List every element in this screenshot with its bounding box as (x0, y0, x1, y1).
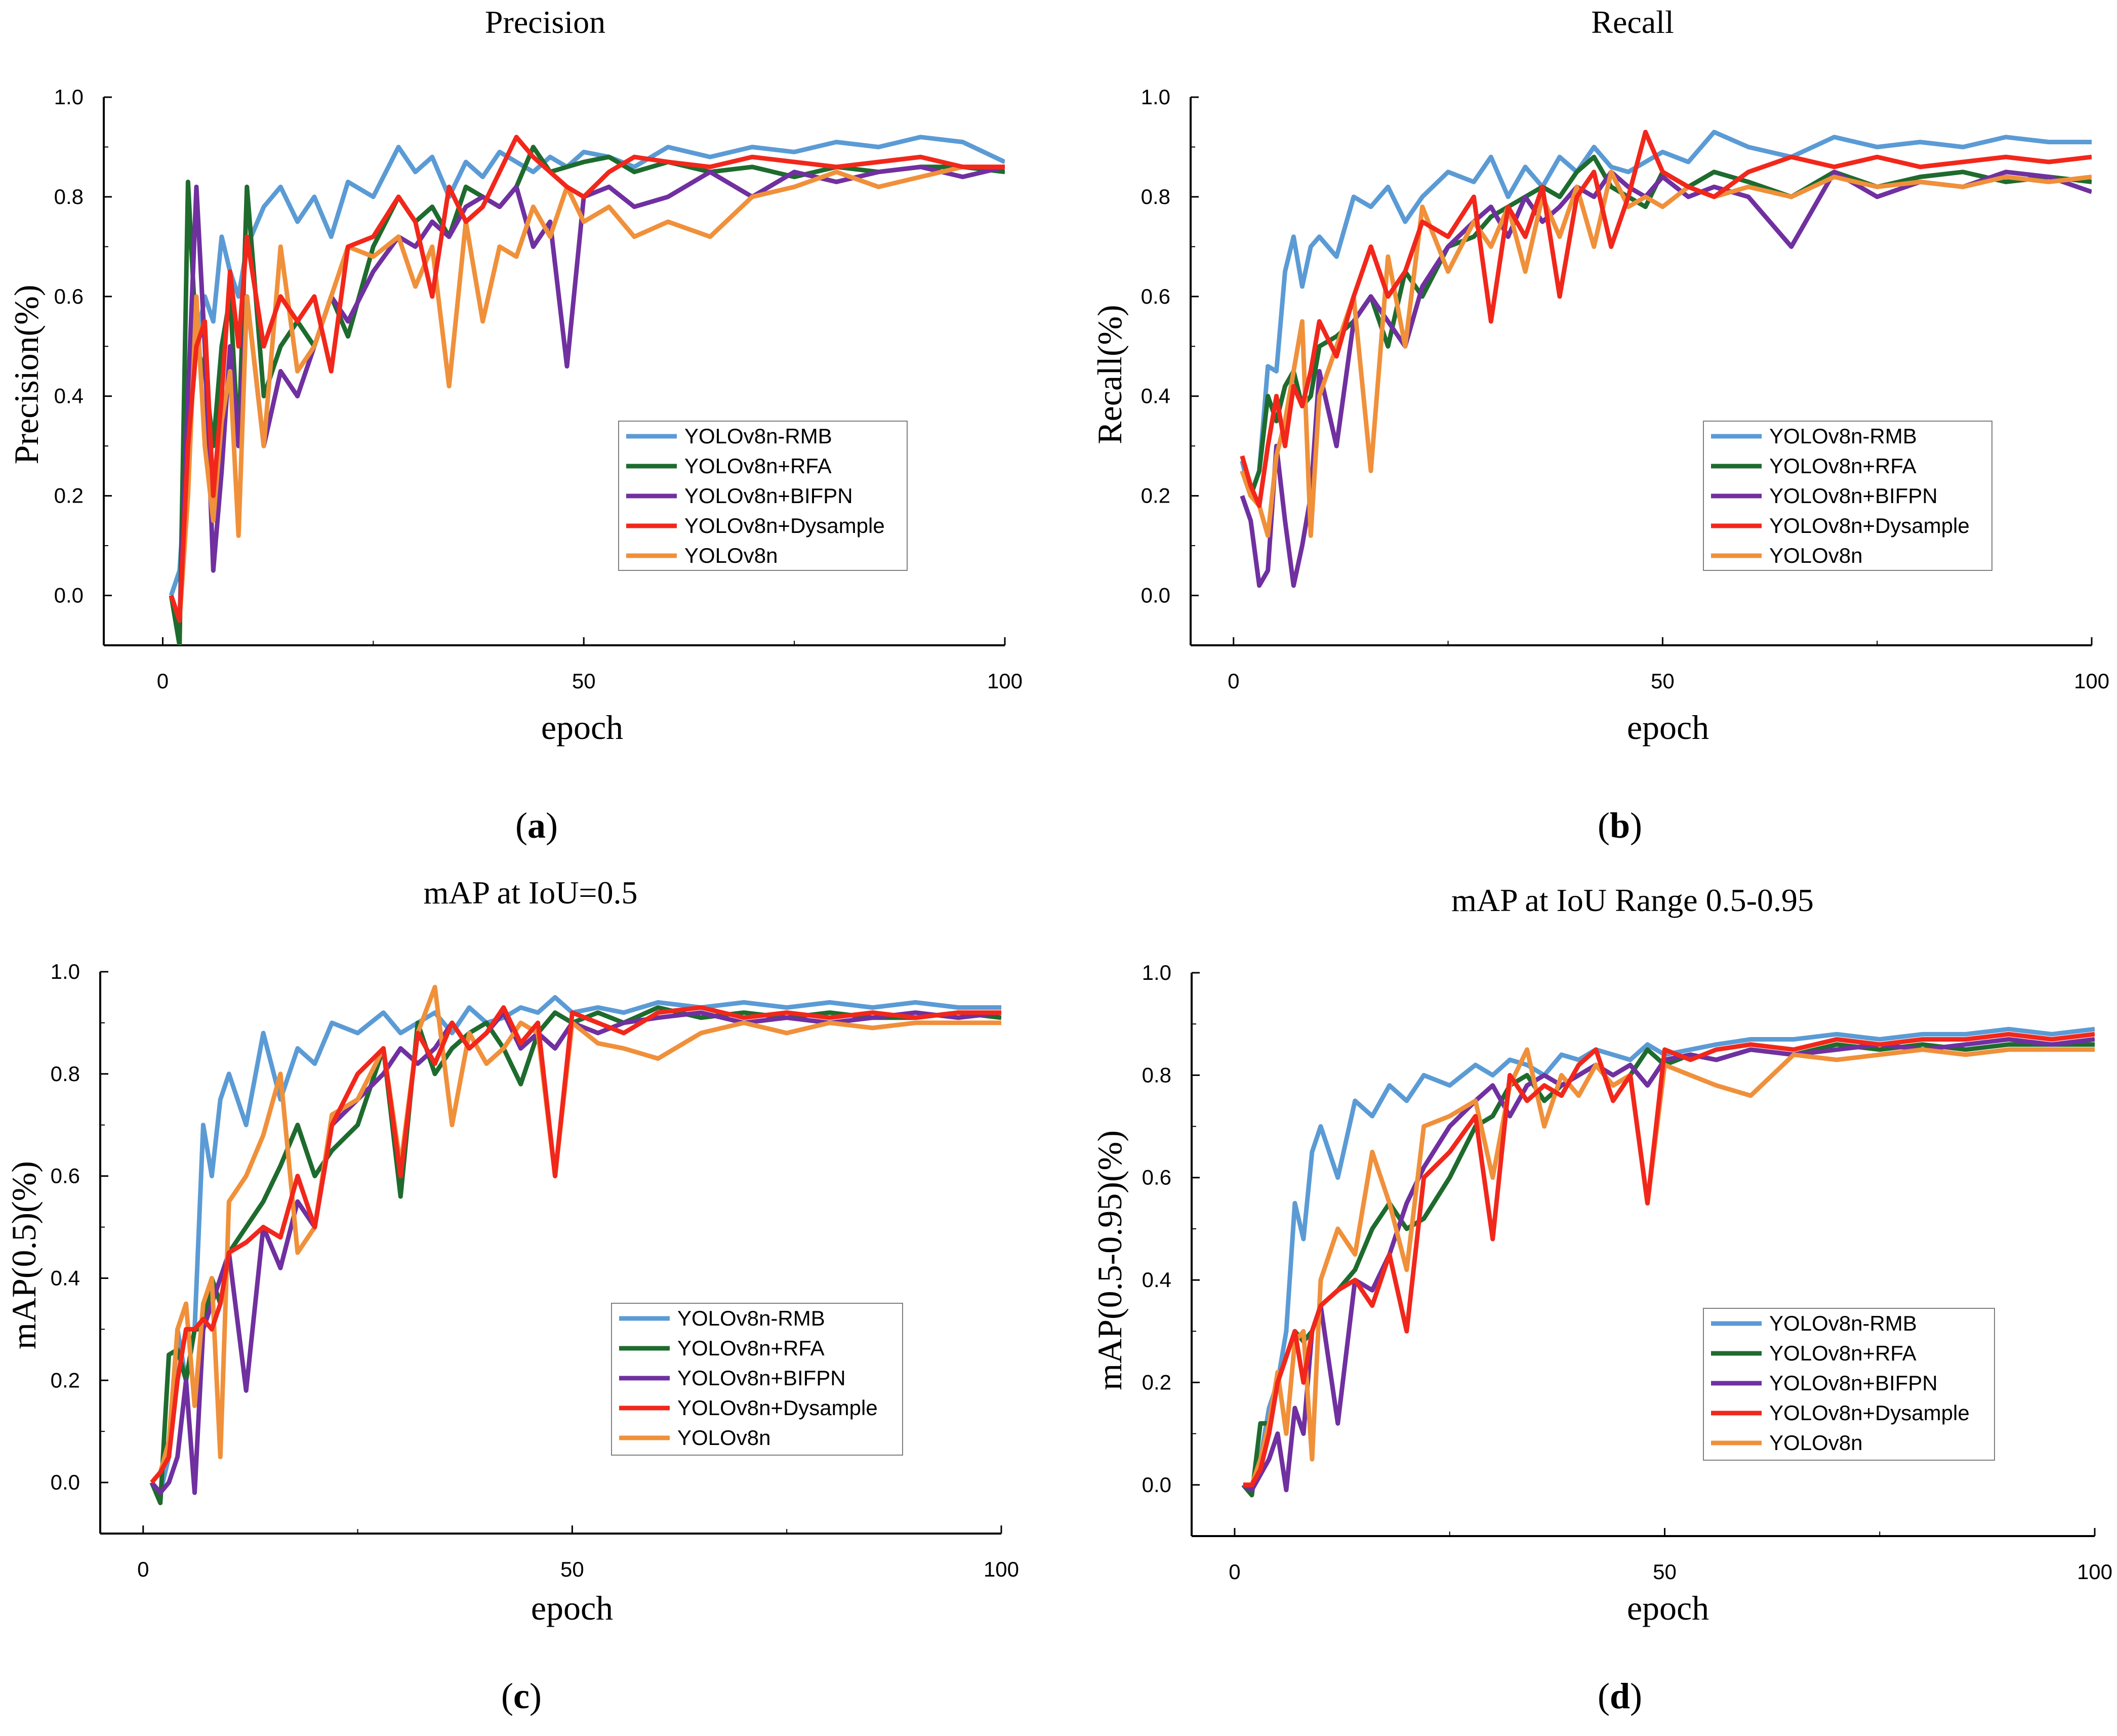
legend-label: YOLOv8n+RFA (1769, 454, 1917, 478)
y-tick-label: 1.0 (1141, 85, 1170, 109)
legend-label: YOLOv8n-RMB (677, 1306, 825, 1330)
chart-panel-d: mAP at IoU Range 0.5-0.95 0.0 0.2 0.4 0.6 0.8… (1090, 882, 2112, 1716)
y-axis-label: Precision(%) (7, 284, 46, 464)
y-tick-label: 0.8 (1141, 185, 1170, 209)
caption-letter: c (513, 1676, 530, 1716)
y-tick-label: 0.8 (54, 185, 84, 209)
legend: YOLOv8n-RMB YOLOv8n+RFA YOLOv8n+BIFPN YOLOv… (611, 1303, 903, 1456)
x-tick-label: 50 (560, 1557, 584, 1581)
y-tick-label: 0.0 (1142, 1473, 1171, 1497)
x-tick-label: 0 (137, 1557, 149, 1581)
series-line-yolov8n-bifpn (150, 1010, 1001, 1495)
y-tick-label: 0.6 (1142, 1166, 1171, 1189)
legend-label: YOLOv8n (684, 544, 778, 567)
x-tick-label: 0 (157, 669, 169, 693)
legend-label: YOLOv8n+BIFPN (1769, 1371, 1938, 1395)
series-line-yolov8n-bifpn (1242, 1037, 2095, 1493)
x-tick-label: 100 (984, 1557, 1019, 1581)
legend-label: YOLOv8n+BIFPN (684, 484, 853, 508)
y-tick-label: 1.0 (54, 85, 84, 109)
chart-title: Precision (485, 4, 605, 40)
y-tick-label: 0.8 (1142, 1063, 1171, 1087)
series-line-yolov8n-dysample (169, 135, 1005, 623)
y-axis-label: mAP(0.5-0.95)(%) (1090, 1130, 1129, 1390)
x-tick-label: 50 (1651, 669, 1675, 693)
y-tick-label: 0.6 (51, 1164, 80, 1188)
panel-caption: (b) (1598, 805, 1642, 846)
series-line-yolov8n-dysample (1243, 1031, 2095, 1487)
legend-label: YOLOv8n-RMB (1769, 424, 1917, 448)
y-tick-label: 1.0 (51, 960, 80, 983)
legend-label: YOLOv8n (1769, 544, 1862, 567)
legend: YOLOv8n-RMB YOLOv8n+RFA YOLOv8n+BIFPN YOLOv… (1703, 1308, 1995, 1461)
x-tick-label: 50 (572, 669, 596, 693)
y-tick-label: 0.0 (51, 1470, 80, 1494)
y-tick-label: 0.2 (51, 1368, 80, 1392)
x-axis-label: epoch (531, 1589, 613, 1627)
caption-letter: a (527, 805, 546, 846)
series-line-yolov8n-dysample (1240, 130, 2092, 508)
legend: YOLOv8n-RMB YOLOv8n+RFA YOLOv8n+BIFPN YOLOv… (1703, 421, 1992, 571)
legend-label: YOLOv8n+RFA (677, 1336, 825, 1360)
y-tick-label: 0.4 (1142, 1268, 1171, 1292)
y-tick-label: 0.6 (1141, 284, 1170, 308)
x-tick-label: 0 (1228, 669, 1239, 693)
x-tick-label: 100 (2077, 1560, 2112, 1584)
y-tick-label: 0.0 (54, 584, 84, 607)
series-line-yolov8n (150, 984, 1001, 1484)
legend-label: YOLOv8n-RMB (684, 424, 832, 448)
x-axis-label: epoch (1627, 1589, 1709, 1627)
chart-title: mAP at IoU Range 0.5-0.95 (1451, 882, 1814, 918)
y-tick-label: 0.4 (54, 384, 84, 408)
y-axis-label: Recall(%) (1090, 305, 1129, 444)
legend-label: YOLOv8n+BIFPN (677, 1366, 846, 1390)
legend-label: YOLOv8n+Dysample (684, 514, 885, 538)
legend-label: YOLOv8n (1769, 1431, 1862, 1455)
caption-letter: d (1610, 1676, 1630, 1716)
series-line-yolov8n-dysample (150, 1005, 1001, 1484)
y-tick-label: 0.2 (1141, 484, 1170, 508)
legend-label: YOLOv8n+RFA (684, 454, 832, 478)
series-line-yolov8n (1240, 170, 2092, 538)
y-tick-label: 0.0 (1141, 584, 1170, 607)
x-tick-label: 50 (1653, 1560, 1677, 1584)
legend-label: YOLOv8n-RMB (1769, 1311, 1917, 1335)
x-tick-label: 100 (2074, 669, 2109, 693)
series-line-yolov8n-bifpn (1240, 170, 2092, 588)
series-line-yolov8n-rmb (150, 995, 1001, 1495)
chart-panel-a: Precision 0.0 0.2 0.4 0.6 0.8 1.0 0 50 100 epoch Pr… (7, 4, 1023, 846)
legend-label: YOLOv8n+Dysample (1769, 1401, 1970, 1425)
chart-title: Recall (1591, 4, 1674, 40)
y-tick-label: 0.4 (51, 1266, 80, 1290)
chart-panel-c: mAP at IoU=0.5 0.0 0.2 0.4 0.6 0.8 1.0 0 50 100 ep… (5, 875, 1019, 1716)
chart-title: mAP at IoU=0.5 (423, 875, 637, 911)
x-tick-label: 100 (987, 669, 1023, 693)
legend: YOLOv8n-RMB YOLOv8n+RFA YOLOv8n+BIFPN YOLOv… (618, 421, 908, 571)
x-axis-label: epoch (1627, 708, 1709, 747)
legend-label: YOLOv8n+Dysample (677, 1396, 878, 1420)
legend-label: YOLOv8n+BIFPN (1769, 484, 1938, 508)
y-tick-label: 0.2 (1142, 1370, 1171, 1394)
y-tick-label: 1.0 (1142, 961, 1171, 984)
panel-caption: (a) (515, 805, 558, 846)
y-tick-label: 0.6 (54, 284, 84, 308)
panel-caption: (d) (1598, 1676, 1642, 1716)
x-tick-label: 0 (1229, 1560, 1240, 1584)
series-line-yolov8n-rmb (169, 135, 1005, 596)
legend-label: YOLOv8n (677, 1426, 770, 1450)
series-line-yolov8n-rmb (1240, 130, 2092, 499)
y-axis-label: mAP(0.5)(%) (5, 1161, 43, 1349)
chart-panel-b: Recall 0.0 0.2 0.4 0.6 0.8 1.0 0 50 100 epoch Recal… (1090, 4, 2109, 846)
legend-label: YOLOv8n+Dysample (1769, 514, 1970, 538)
y-tick-label: 0.4 (1141, 384, 1170, 408)
series-line-yolov8n (1243, 1047, 2095, 1487)
y-tick-label: 0.8 (51, 1062, 80, 1086)
x-axis-label: epoch (541, 708, 623, 747)
y-tick-label: 0.2 (54, 484, 84, 508)
panel-caption: (c) (501, 1676, 542, 1716)
series-line-yolov8n (169, 164, 1005, 623)
caption-letter: b (1610, 805, 1630, 846)
legend-label: YOLOv8n+RFA (1769, 1341, 1917, 1365)
